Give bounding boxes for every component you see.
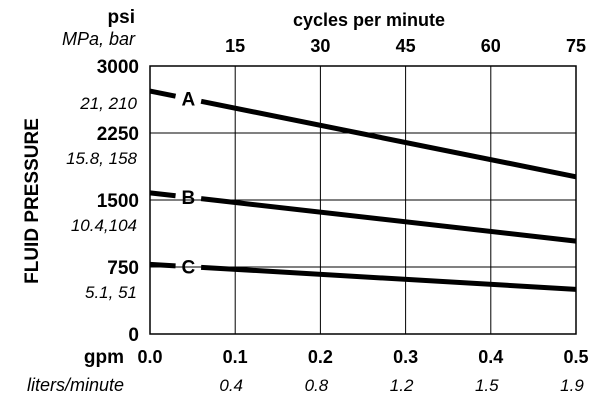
y-tick-alt-label: 15.8, 158 (66, 149, 137, 168)
x-tick-alt-label: 0.4 (219, 376, 243, 395)
y-axis-title: FLUID PRESSURE (22, 118, 43, 284)
series-line-b-segment (200, 196, 577, 244)
top-tick-label: 30 (310, 36, 330, 56)
x-tick-alt-label: 1.5 (475, 376, 499, 395)
x-unit-alt-label: liters/minute (27, 375, 124, 395)
y-tick-alt-label: 5.1, 51 (85, 283, 137, 302)
x-top-axis-title: cycles per minute (293, 10, 445, 30)
x-tick-label: 0.3 (393, 347, 418, 367)
series-line-c-segment (200, 264, 577, 292)
y-tick-label: 2250 (97, 124, 139, 145)
top-tick-label: 60 (481, 36, 501, 56)
y-alt-label: 21, 210 (79, 94, 137, 113)
x-tick-label: 0.5 (563, 347, 588, 367)
x-tick-label: 0.1 (223, 347, 248, 367)
x-tick-label: 0.2 (308, 347, 333, 367)
series-label-b: B (181, 188, 195, 209)
series-label-a: A (181, 90, 195, 111)
series-label-c: C (181, 258, 195, 279)
x-tick-label: 0.4 (478, 347, 503, 367)
series-line-c-segment (149, 261, 176, 269)
top-tick-label: 75 (566, 36, 586, 56)
y-unit-label: psi (108, 7, 135, 28)
top-tick-label: 15 (225, 36, 245, 56)
y-tick-label: 3000 (97, 57, 139, 78)
y-unit-alt-label: MPa, bar (62, 29, 136, 49)
y-tick-label: 1500 (97, 191, 139, 212)
y-tick-label: 0 (128, 325, 139, 346)
y-tick-label: 750 (107, 258, 139, 279)
series-line-a-segment (149, 88, 177, 99)
series-line-a-segment (200, 98, 577, 180)
x-tick-alt-label: 1.2 (390, 376, 414, 395)
x-tick-label: 0.0 (137, 347, 162, 367)
top-tick-label: 45 (396, 36, 416, 56)
x-tick-alt-label: 1.9 (560, 376, 584, 395)
series-line-b-segment (149, 190, 176, 199)
x-tick-alt-label: 0.8 (305, 376, 329, 395)
x-unit-label: gpm (84, 347, 124, 368)
y-tick-alt-label: 10.4,104 (71, 216, 137, 235)
